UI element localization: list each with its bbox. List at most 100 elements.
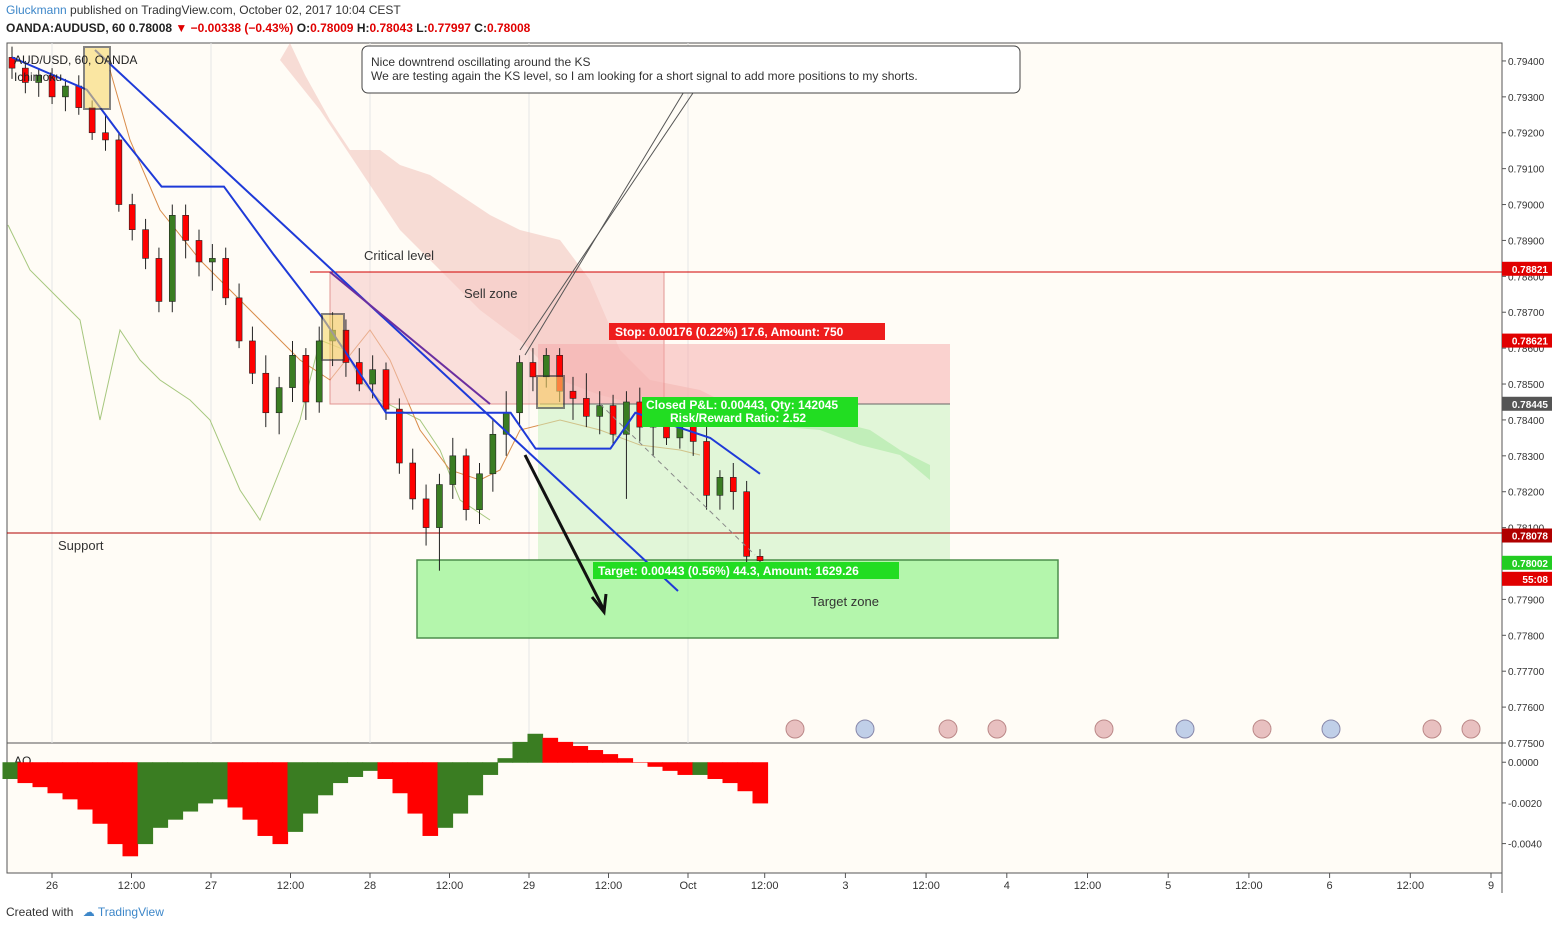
ao-bar	[587, 750, 604, 763]
candle-body	[75, 85, 83, 108]
ao-bar	[392, 762, 409, 794]
down-arrow-icon: ▼	[175, 21, 188, 35]
price-axis-badges: 0.78821 0.78621 0.78445 0.78078 0.78002 55:08	[1502, 261, 1552, 586]
sell-zone-label: Sell zone	[464, 286, 517, 301]
price-badge-text: 0.78078	[1512, 532, 1549, 543]
price-tick-label: 0.78200	[1508, 488, 1545, 499]
us-flag-event-icon[interactable]	[987, 719, 1007, 739]
high-value: 0.78043	[369, 21, 413, 35]
au-flag-event-icon[interactable]	[1321, 719, 1341, 739]
us-flag-event-icon[interactable]	[1422, 719, 1442, 739]
price-tick-label: 0.78400	[1508, 416, 1545, 427]
tradingview-brand-link[interactable]: TradingView	[97, 905, 164, 919]
time-tick-label: 6	[1327, 880, 1333, 892]
target-zone-label: Target zone	[811, 594, 879, 609]
candle-body	[422, 498, 430, 528]
time-tick-label: 27	[205, 880, 217, 892]
price-badge-text: 0.78002	[1512, 559, 1549, 570]
candle-body	[262, 372, 270, 414]
price-tick-label: 0.78600	[1508, 344, 1545, 355]
pnl-badge-text: Closed P&L: 0.00443, Qty: 142045	[646, 398, 838, 412]
ao-bar	[752, 762, 769, 804]
stop-badge[interactable]	[609, 323, 885, 340]
price-tick-label: 0.78300	[1508, 452, 1545, 463]
created-with-text: Created with	[6, 905, 74, 919]
price-tick-label: 0.79100	[1508, 165, 1545, 176]
price-badge-text: 0.78621	[1512, 337, 1549, 348]
series-legend: AUD/USD, 60, OANDA	[14, 53, 137, 67]
author-link[interactable]: Gluckmann	[6, 3, 67, 17]
stop-zone-box[interactable]	[538, 344, 950, 404]
target-badge[interactable]	[593, 562, 899, 579]
ao-bar	[212, 762, 229, 800]
ao-bar	[17, 762, 34, 784]
ao-bar	[737, 762, 754, 792]
candle-body	[209, 258, 216, 263]
candle-body	[436, 484, 443, 528]
last-price: 0.78008	[128, 21, 173, 35]
time-tick-label: 12:00	[912, 880, 940, 892]
highlight-box-2	[321, 313, 345, 361]
ao-bar	[347, 762, 364, 777]
downtrend-line[interactable]	[94, 49, 679, 592]
tradingview-cloud-icon: ☁	[82, 905, 95, 919]
pnl-badge[interactable]	[642, 397, 858, 427]
economic-event-icons[interactable]	[785, 719, 1481, 739]
ao-bar	[707, 762, 724, 780]
price-badge	[1502, 261, 1552, 276]
symbol-ohlc: OANDA:AUDUSD, 60 0.78008 ▼ −0.00338 (−0.…	[6, 21, 530, 35]
us-flag-event-icon[interactable]	[785, 719, 805, 739]
note-line-2: We are testing again the KS level, so I …	[371, 69, 918, 83]
ao-bar	[62, 762, 79, 800]
price-tick-label: 0.77700	[1508, 667, 1545, 678]
awesome-oscillator[interactable]	[2, 733, 769, 857]
candle-body	[128, 204, 136, 230]
us-flag-event-icon[interactable]	[1252, 719, 1272, 739]
h-label: H:	[356, 21, 370, 35]
price-badge-text: 55:08	[1522, 575, 1548, 586]
ao-bar	[182, 762, 199, 812]
arrow-head-icon	[590, 593, 608, 616]
ao-bar	[362, 762, 379, 771]
stop-badge-text: Stop: 0.00176 (0.22%) 17.6, Amount: 750	[615, 325, 844, 339]
price-tick-label: 0.78500	[1508, 380, 1545, 391]
candle-body	[569, 390, 577, 399]
time-tick-label: 28	[364, 880, 376, 892]
critical-trendline[interactable]	[329, 271, 491, 405]
time-tick-label: 12:00	[277, 880, 305, 892]
price-tick-label: 0.79200	[1508, 129, 1545, 140]
time-tick-label: 3	[842, 880, 848, 892]
candle-body	[583, 398, 590, 417]
kijun-sen-line[interactable]	[11, 56, 761, 475]
us-flag-event-icon[interactable]	[1094, 719, 1114, 739]
candle-body	[489, 433, 497, 475]
open-value: 0.78009	[310, 21, 354, 35]
ao-bar	[647, 762, 664, 767]
price-tick-label: 0.77800	[1508, 631, 1545, 642]
us-flag-event-icon[interactable]	[1461, 719, 1481, 739]
ao-bar	[512, 741, 529, 763]
ao-bar	[227, 762, 244, 808]
critical-level-label: Critical level	[364, 248, 434, 263]
candle-body	[168, 215, 176, 302]
note-line-1: Nice downtrend oscillating around the KS	[371, 55, 590, 69]
projection-arrow[interactable]	[523, 454, 606, 611]
au-flag-event-icon[interactable]	[1175, 719, 1195, 739]
ao-bar	[107, 762, 124, 845]
price-badge	[1502, 571, 1552, 586]
price-badge-text: 0.78445	[1512, 400, 1549, 411]
o-label: O:	[296, 21, 311, 35]
note-callout[interactable]	[361, 45, 1021, 94]
time-tick-label: 5	[1165, 880, 1171, 892]
support-label: Support	[58, 538, 104, 553]
us-flag-event-icon[interactable]	[938, 719, 958, 739]
price-tick-label: 0.77600	[1508, 703, 1545, 714]
time-tick-label: 29	[523, 880, 535, 892]
time-tick-label: 12:00	[751, 880, 779, 892]
au-flag-event-icon[interactable]	[855, 719, 875, 739]
price-tick-label: 0.79300	[1508, 93, 1545, 104]
publish-info: Gluckmann published on TradingView.com, …	[6, 3, 401, 17]
ao-bar	[497, 758, 514, 763]
ao-bar	[137, 762, 154, 845]
